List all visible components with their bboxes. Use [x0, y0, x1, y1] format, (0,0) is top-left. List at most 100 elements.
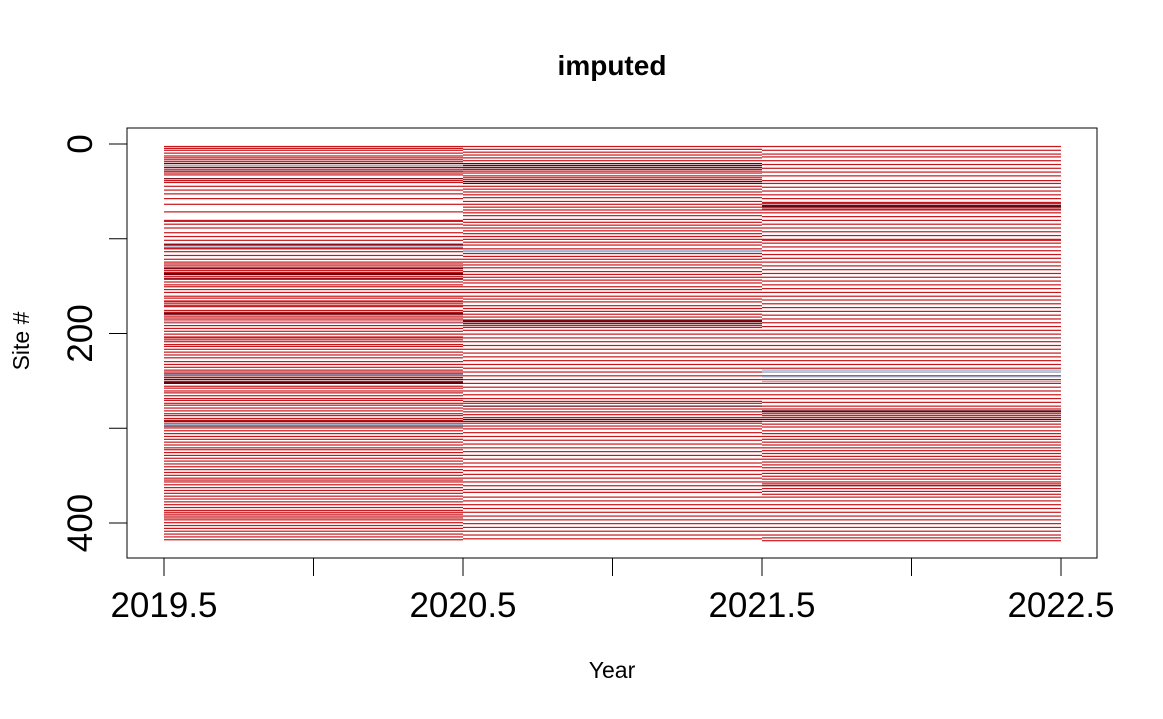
- heatmap-cell-high: [463, 301, 762, 303]
- heatmap-cell-high: [164, 327, 463, 330]
- heatmap-cell-high: [463, 526, 762, 529]
- heatmap-cell-high: [164, 380, 463, 383]
- heatmap-cell-high: [463, 379, 762, 381]
- heatmap-cell-high: [762, 537, 1061, 539]
- heatmap-cell-high: [762, 303, 1061, 305]
- heatmap-cell-high: [164, 524, 463, 527]
- heatmap-cell-high: [463, 276, 762, 278]
- x-tick-label: 2019.5: [110, 586, 217, 625]
- heatmap-cell-high: [762, 250, 1061, 252]
- heatmap-cell-negative: [762, 371, 1061, 373]
- heatmap-cell-high: [164, 243, 463, 245]
- heatmap-cell-high: [164, 407, 463, 409]
- heatmap-cell-negative: [164, 246, 463, 248]
- heatmap-cell-high: [762, 515, 1061, 517]
- heatmap-cell-high: [164, 288, 463, 291]
- heatmap-cell-high: [762, 175, 1061, 177]
- heatmap-cell-high: [762, 337, 1061, 339]
- heatmap-cell-high: [463, 206, 762, 208]
- heatmap-cell-high: [762, 483, 1061, 485]
- heatmap-cell-high: [762, 180, 1061, 182]
- heatmap-cell-high: [463, 504, 762, 506]
- heatmap-cell-high: [463, 175, 762, 177]
- heatmap-cell-high: [463, 454, 762, 457]
- heatmap-cell-high: [463, 235, 762, 238]
- heatmap-cell-high: [762, 160, 1061, 162]
- heatmap-cell-high: [762, 341, 1061, 343]
- heatmap-cell-high: [762, 455, 1061, 457]
- heatmap-cell-high: [463, 329, 762, 331]
- heatmap-cell-high: [762, 447, 1061, 449]
- heatmap-cell-high: [463, 462, 762, 464]
- heatmap-cell-high: [762, 280, 1061, 282]
- heatmap-cell-high: [463, 447, 762, 449]
- heatmap-cell-high: [463, 491, 762, 493]
- heatmap-cell-high: [463, 443, 762, 445]
- x-tick-label: 2022.5: [1007, 586, 1114, 625]
- heatmap-cell-high: [463, 200, 762, 203]
- heatmap-cell-high: [762, 487, 1061, 490]
- heatmap-cell-high: [463, 348, 762, 350]
- heatmap-cell-high: [762, 367, 1061, 369]
- heatmap-cell-high: [164, 451, 463, 454]
- heatmap-cell-high: [164, 415, 463, 417]
- heatmap-cell-high: [762, 504, 1061, 506]
- heatmap-cell-high: [164, 404, 463, 406]
- heatmap-cell-high: [164, 145, 463, 148]
- heatmap-cell-high: [164, 306, 463, 308]
- heatmap-cell-high: [164, 223, 463, 225]
- heatmap-cell-high: [164, 220, 463, 222]
- heatmap-cell-high: [463, 218, 762, 221]
- heatmap-cell-high: [463, 313, 762, 315]
- heatmap-cell-high: [164, 180, 463, 182]
- heatmap-cell-high: [762, 163, 1061, 166]
- heatmap-cell-high: [164, 343, 463, 346]
- heatmap-cell-high: [762, 216, 1061, 218]
- heatmap-cell-high: [463, 172, 762, 174]
- heatmap-cell-high: [762, 242, 1061, 244]
- heatmap-cell-high: [762, 430, 1061, 432]
- heatmap-cell-high: [463, 375, 762, 377]
- heatmap-cell-high: [164, 324, 463, 327]
- heatmap-cell-high: [164, 375, 463, 377]
- heatmap-cell-high: [164, 254, 463, 257]
- heatmap-cell-high: [762, 288, 1061, 290]
- chart-title: imputed: [558, 50, 667, 81]
- heatmap-cell-high: [164, 263, 463, 265]
- heatmap-cell-high: [463, 230, 762, 232]
- heatmap-cell-very-high: [762, 418, 1061, 421]
- heatmap-cell-high: [463, 367, 762, 369]
- heatmap-cell-high: [762, 265, 1061, 267]
- heatmap-cell-high: [463, 538, 762, 540]
- heatmap-cell-high: [762, 375, 1061, 377]
- heatmap-cell-high: [164, 189, 463, 191]
- heatmap-cell-high: [463, 397, 762, 400]
- heatmap-cell-high: [164, 161, 463, 163]
- heatmap-cell-high: [164, 198, 463, 200]
- heatmap-cell-high: [164, 430, 463, 432]
- heatmap-cell-high: [762, 261, 1061, 263]
- heatmap-cell-high: [762, 257, 1061, 259]
- heatmap-cell-high: [463, 267, 762, 269]
- heatmap-cell-high: [762, 530, 1061, 532]
- heatmap-cell-high: [463, 177, 762, 179]
- heatmap-cell-high: [463, 305, 762, 307]
- heatmap-cell-high: [762, 284, 1061, 286]
- heatmap-cell-high: [463, 282, 762, 284]
- heatmap-cell-very-high: [463, 162, 762, 165]
- heatmap-cell-high: [463, 238, 762, 240]
- heatmap-cell-high: [164, 501, 463, 503]
- heatmap-cell-high: [762, 441, 1061, 443]
- heatmap-cell-high: [463, 255, 762, 258]
- heatmap-cell-high: [164, 422, 463, 424]
- heatmap-cell-high: [164, 172, 463, 174]
- heatmap-cell-high: [164, 265, 463, 267]
- heatmap-cell-high: [463, 179, 762, 181]
- heatmap-cell-high: [164, 479, 463, 481]
- heatmap-cell-high: [762, 171, 1061, 173]
- heatmap-cell-high: [762, 295, 1061, 297]
- heatmap-cell-negative: [164, 424, 463, 426]
- heatmap-cell-high: [463, 432, 762, 434]
- heatmap-cell-negative: [762, 369, 1061, 371]
